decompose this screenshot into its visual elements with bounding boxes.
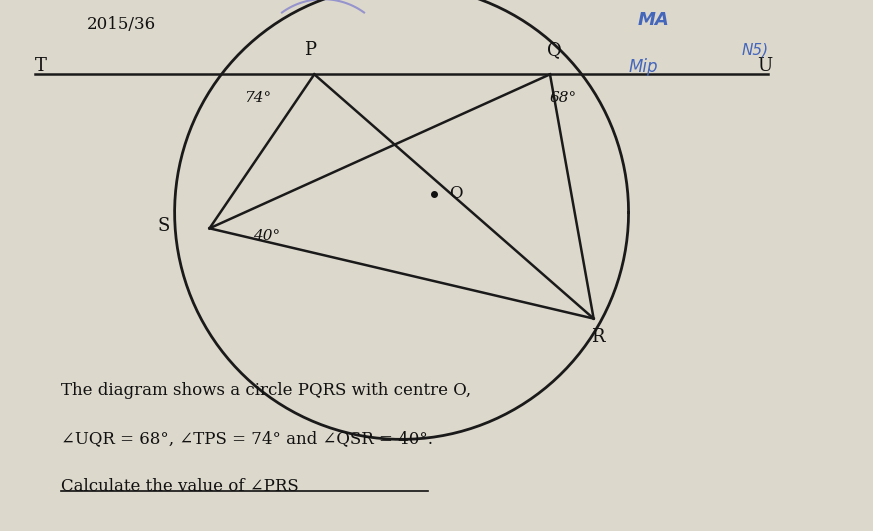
Text: 40°: 40° (252, 229, 280, 243)
Text: ∠UQR = 68°, ∠TPS = 74° and ∠QSR = 40°.: ∠UQR = 68°, ∠TPS = 74° and ∠QSR = 40°. (61, 430, 433, 447)
Text: O: O (450, 185, 463, 202)
Text: 68°: 68° (549, 91, 577, 105)
Text: MA: MA (637, 11, 669, 29)
Text: U: U (758, 57, 773, 75)
Text: S: S (158, 217, 170, 235)
Text: The diagram shows a circle PQRS with centre O,: The diagram shows a circle PQRS with cen… (61, 382, 471, 399)
Text: Calculate the value of ∠PRS: Calculate the value of ∠PRS (61, 478, 299, 495)
Text: P: P (304, 41, 316, 59)
Text: Mip: Mip (629, 58, 658, 76)
Text: Q: Q (547, 41, 561, 59)
Text: R: R (591, 328, 605, 346)
Text: 74°: 74° (244, 91, 272, 105)
Text: N5): N5) (742, 42, 769, 57)
Text: 2015/36: 2015/36 (87, 16, 156, 33)
Text: T: T (35, 57, 47, 75)
